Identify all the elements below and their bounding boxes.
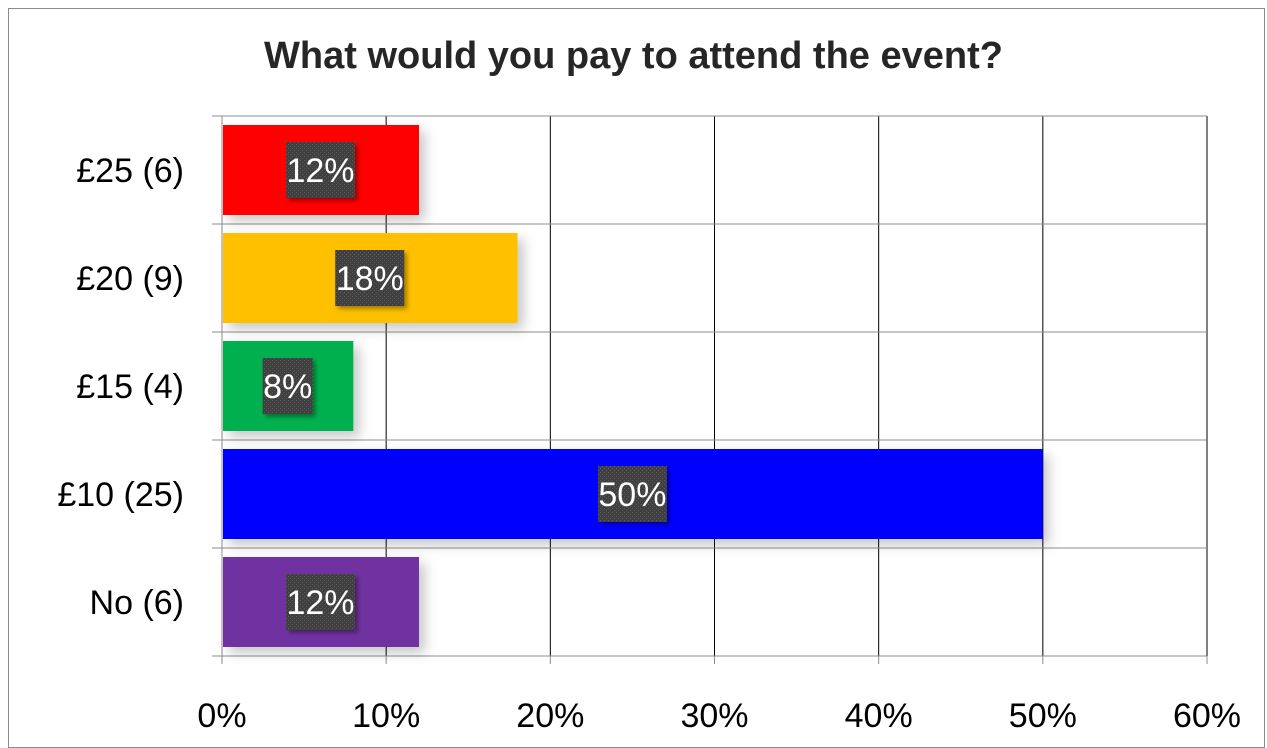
data-label: 8% [263,368,312,406]
x-tick-label: 30% [680,697,748,735]
data-label: 50% [598,476,666,514]
x-tick-label: 60% [1173,697,1241,735]
chart-frame [8,8,1265,748]
data-label-box [262,358,313,414]
y-category-label: No (6) [90,584,184,622]
x-tick-label: 40% [845,697,913,735]
y-category-label: £10 (25) [57,476,184,514]
data-label-box [286,142,355,198]
data-label-box [335,250,405,306]
x-tick-label: 50% [1009,697,1077,735]
data-label: 12% [286,152,354,190]
x-tick-label: 0% [197,697,246,735]
data-label-box [597,466,667,522]
y-category-label: £20 (9) [76,260,184,298]
chart-title: What would you pay to attend the event? [264,35,1003,77]
data-label: 12% [286,584,354,622]
y-category-label: £25 (6) [76,152,184,190]
y-category-label: £15 (4) [76,368,184,406]
x-tick-label: 10% [352,697,420,735]
data-label-box [286,574,355,630]
data-label: 18% [336,260,404,298]
x-tick-label: 20% [516,697,584,735]
